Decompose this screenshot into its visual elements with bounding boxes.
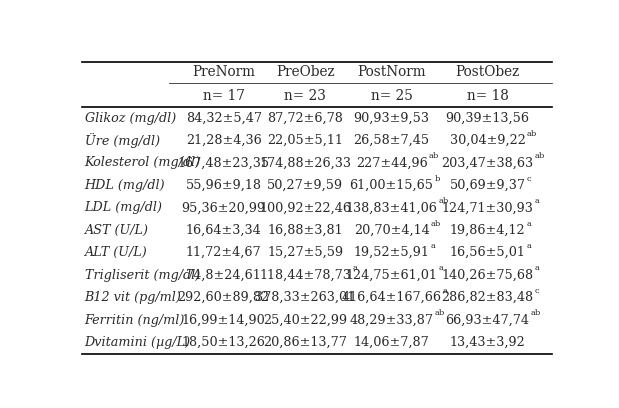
Text: 14,06±7,87: 14,06±7,87 <box>353 336 430 349</box>
Text: a: a <box>526 242 531 250</box>
Text: 50,27±9,59: 50,27±9,59 <box>267 179 344 192</box>
Text: ab: ab <box>438 197 449 205</box>
Text: ab: ab <box>530 309 541 317</box>
Text: PostObez: PostObez <box>456 65 520 80</box>
Text: 124,75±61,01: 124,75±61,01 <box>345 268 438 282</box>
Text: 11,72±4,67: 11,72±4,67 <box>186 246 261 259</box>
Text: Üre (mg/dl): Üre (mg/dl) <box>85 133 160 148</box>
Text: n= 18: n= 18 <box>467 89 508 103</box>
Text: 20,86±13,77: 20,86±13,77 <box>263 336 347 349</box>
Text: a: a <box>526 220 531 228</box>
Text: 16,64±3,34: 16,64±3,34 <box>186 224 262 237</box>
Text: 100,92±22,46: 100,92±22,46 <box>259 201 351 214</box>
Text: 286,82±83,48: 286,82±83,48 <box>441 291 534 304</box>
Text: ALT (U/L): ALT (U/L) <box>85 246 147 259</box>
Text: 174,88±26,33: 174,88±26,33 <box>259 156 351 169</box>
Text: ab: ab <box>526 130 537 138</box>
Text: 416,64±167,66: 416,64±167,66 <box>342 291 441 304</box>
Text: 55,96±9,18: 55,96±9,18 <box>186 179 262 192</box>
Text: 87,72±6,78: 87,72±6,78 <box>267 111 343 124</box>
Text: n= 25: n= 25 <box>371 89 412 103</box>
Text: 90,93±9,53: 90,93±9,53 <box>353 111 430 124</box>
Text: 203,47±38,63: 203,47±38,63 <box>441 156 534 169</box>
Text: B12 vit (pg/ml): B12 vit (pg/ml) <box>85 291 181 304</box>
Text: ab: ab <box>428 152 439 160</box>
Text: HDL (mg/dl): HDL (mg/dl) <box>85 179 165 192</box>
Text: c: c <box>527 175 531 183</box>
Text: a: a <box>430 242 435 250</box>
Text: n= 23: n= 23 <box>284 89 326 103</box>
Text: a: a <box>352 264 357 273</box>
Text: n= 17: n= 17 <box>203 89 245 103</box>
Text: a: a <box>534 197 539 205</box>
Text: 61,00±15,65: 61,00±15,65 <box>350 179 433 192</box>
Text: 227±44,96: 227±44,96 <box>356 156 428 169</box>
Text: PostNorm: PostNorm <box>357 65 426 80</box>
Text: 20,70±4,14: 20,70±4,14 <box>353 224 430 237</box>
Text: a: a <box>438 264 443 273</box>
Text: 90,39±13,56: 90,39±13,56 <box>446 111 529 124</box>
Text: 13,43±3,92: 13,43±3,92 <box>449 336 526 349</box>
Text: a: a <box>535 264 539 273</box>
Text: AST (U/L): AST (U/L) <box>85 224 149 237</box>
Text: ab: ab <box>430 220 441 228</box>
Text: 118,44±78,73: 118,44±78,73 <box>259 268 351 282</box>
Text: 140,26±75,68: 140,26±75,68 <box>441 268 534 282</box>
Text: 16,99±14,90: 16,99±14,90 <box>182 313 266 326</box>
Text: 95,36±20,99: 95,36±20,99 <box>181 201 266 214</box>
Text: 167,48±23,35: 167,48±23,35 <box>178 156 270 169</box>
Text: 26,58±7,45: 26,58±7,45 <box>353 134 430 147</box>
Text: 16,56±5,01: 16,56±5,01 <box>449 246 526 259</box>
Text: 74,8±24,61: 74,8±24,61 <box>186 268 262 282</box>
Text: LDL (mg/dl): LDL (mg/dl) <box>85 201 163 214</box>
Text: 84,32±5,47: 84,32±5,47 <box>186 111 262 124</box>
Text: 19,86±4,12: 19,86±4,12 <box>450 224 526 237</box>
Text: Trigliserit (mg/dl): Trigliserit (mg/dl) <box>85 268 200 282</box>
Text: 378,33±263,01: 378,33±263,01 <box>255 291 355 304</box>
Text: 16,88±3,81: 16,88±3,81 <box>267 224 343 237</box>
Text: 48,29±33,87: 48,29±33,87 <box>350 313 433 326</box>
Text: PreNorm: PreNorm <box>192 65 255 80</box>
Text: 30,04±9,22: 30,04±9,22 <box>449 134 526 147</box>
Text: 18,50±13,26: 18,50±13,26 <box>182 336 266 349</box>
Text: 124,71±30,93: 124,71±30,93 <box>441 201 534 214</box>
Text: a: a <box>443 287 448 295</box>
Text: PreObez: PreObez <box>276 65 334 80</box>
Text: 50,69±9,37: 50,69±9,37 <box>449 179 526 192</box>
Text: 292,60±89,82: 292,60±89,82 <box>178 291 270 304</box>
Text: 66,93±47,74: 66,93±47,74 <box>446 313 529 326</box>
Text: c: c <box>535 287 539 295</box>
Text: 21,28±4,36: 21,28±4,36 <box>186 134 262 147</box>
Text: 25,40±22,99: 25,40±22,99 <box>263 313 347 326</box>
Text: 19,52±5,91: 19,52±5,91 <box>353 246 430 259</box>
Text: 15,27±5,59: 15,27±5,59 <box>267 246 344 259</box>
Text: Ferritin (ng/ml): Ferritin (ng/ml) <box>85 313 185 326</box>
Text: Dvitamini (µg/L): Dvitamini (µg/L) <box>85 336 191 349</box>
Text: 22,05±5,11: 22,05±5,11 <box>267 134 343 147</box>
Text: 138,83±41,06: 138,83±41,06 <box>345 201 438 214</box>
Text: ab: ab <box>435 309 445 317</box>
Text: b: b <box>435 175 440 183</box>
Text: ab: ab <box>535 152 545 160</box>
Text: Glikoz (mg/dl): Glikoz (mg/dl) <box>85 111 176 124</box>
Text: Kolesterol (mg/dl): Kolesterol (mg/dl) <box>85 156 201 169</box>
